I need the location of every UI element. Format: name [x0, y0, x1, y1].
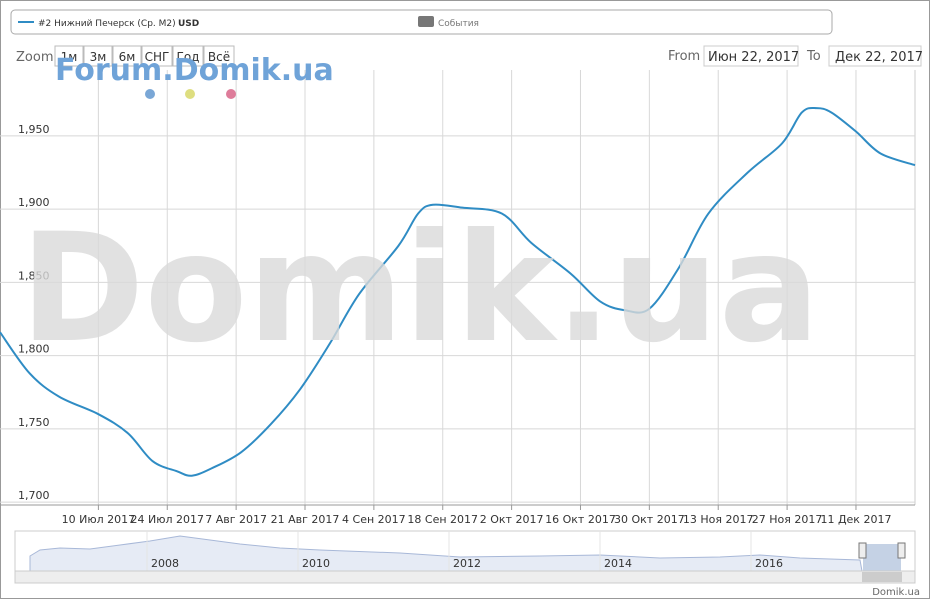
zoom-button[interactable]	[112, 45, 142, 67]
navigator-handle[interactable]	[897, 542, 906, 559]
credit: Domik.ua	[872, 587, 920, 598]
from-label: From	[668, 49, 700, 64]
y-tick-label: 1,750	[18, 416, 50, 429]
zoom-button[interactable]	[54, 45, 84, 67]
zoom-button-label[interactable]: Год	[177, 50, 200, 64]
line-series	[0, 106, 916, 477]
x-tick-label: 10 Июл 2017	[62, 513, 136, 526]
y-tick-label: 1,700	[18, 489, 50, 502]
zoom-button-label[interactable]: СНГ	[145, 50, 170, 64]
dot	[145, 89, 155, 99]
to-input[interactable]	[828, 45, 922, 67]
x-tick-label: 13 Ноя 2017	[683, 513, 754, 526]
zoom-button-label[interactable]: 1м	[61, 50, 78, 64]
forum-watermark: Forum.Domik.ua	[55, 53, 334, 88]
legend-label[interactable]: #2 Нижний Печерск (Ср. М2)	[38, 19, 176, 29]
x-tick-label: 11 Дек 2017	[820, 513, 891, 526]
navigator-handle[interactable]	[858, 542, 867, 559]
x-tick-label: 16 Окт 2017	[545, 513, 616, 526]
from-input[interactable]	[703, 45, 799, 67]
scrollbar[interactable]	[14, 570, 916, 584]
events-swatch	[418, 16, 434, 27]
zoom-button[interactable]	[172, 45, 204, 67]
y-tick-label: 1,900	[18, 196, 50, 209]
zoom-button-label[interactable]: Всё	[208, 50, 230, 64]
scrollbar-thumb[interactable]	[862, 572, 902, 582]
x-tick-label: 18 Сен 2017	[407, 513, 478, 526]
x-tick-label: 4 Сен 2017	[342, 513, 406, 526]
navigator-year: 2010	[302, 557, 330, 570]
y-tick-label: 1,950	[18, 123, 50, 136]
to-value[interactable]: Дек 22, 2017	[835, 50, 923, 65]
zoom-label: Zoom	[16, 50, 53, 65]
zoom-button[interactable]	[203, 45, 235, 67]
x-tick-label: 2 Окт 2017	[480, 513, 544, 526]
dot	[226, 89, 236, 99]
navigator-year: 2014	[604, 557, 632, 570]
x-tick-label: 27 Ноя 2017	[752, 513, 823, 526]
x-tick-label: 7 Авг 2017	[205, 513, 267, 526]
dot	[185, 89, 195, 99]
from-value[interactable]: Июн 22, 2017	[708, 50, 799, 65]
zoom-button[interactable]	[83, 45, 113, 67]
x-tick-label: 21 Авг 2017	[271, 513, 340, 526]
x-tick-label: 24 Июл 2017	[131, 513, 205, 526]
zoom-button-label[interactable]: 6м	[119, 50, 136, 64]
events-label[interactable]: События	[438, 19, 479, 29]
navigator-area	[29, 535, 863, 572]
navigator-selection[interactable]	[863, 544, 901, 571]
x-tick-label: 30 Окт 2017	[614, 513, 685, 526]
y-tick-label: 1,850	[18, 269, 50, 282]
navigator-year: 2012	[453, 557, 481, 570]
y-tick-label: 1,800	[18, 343, 50, 356]
main-watermark: Domik.ua	[20, 202, 820, 376]
navigator-year: 2016	[755, 557, 783, 570]
navigator-year: 2008	[151, 557, 179, 570]
zoom-button[interactable]	[141, 45, 173, 67]
legend-currency: USD	[178, 19, 199, 29]
to-label: To	[806, 49, 821, 64]
zoom-button-label[interactable]: 3м	[90, 50, 107, 64]
